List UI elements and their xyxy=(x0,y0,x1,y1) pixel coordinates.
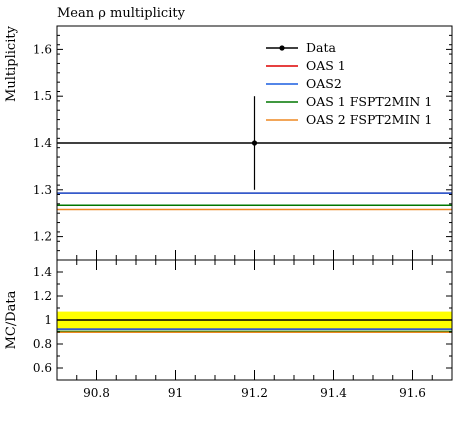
main-y-tick-label: 1.5 xyxy=(33,89,52,103)
x-tick-label: 91 xyxy=(168,386,183,400)
legend-label: Data xyxy=(306,40,336,55)
ratio-y-axis-label: MC/Data xyxy=(4,290,19,349)
main-y-tick-label: 1.2 xyxy=(33,230,52,244)
ratio-plot-panel: 0.6 0.8 1 1.2 1.4 90.8 91 91.2 91.4 91.6 xyxy=(33,259,453,400)
x-tick-label: 91.4 xyxy=(320,386,347,400)
ratio-y-tick-label: 1.2 xyxy=(33,289,52,303)
chart-title: Mean ρ multiplicity xyxy=(57,6,186,21)
legend-label: OAS 1 xyxy=(306,58,346,73)
main-y-axis-label: Multiplicity xyxy=(4,25,19,102)
main-y-tick-label: 1.6 xyxy=(33,42,52,56)
main-y-tick-label: 1.4 xyxy=(33,136,52,150)
legend-label: OAS2 xyxy=(306,76,342,91)
ratio-y-tick-label: 0.6 xyxy=(33,361,52,375)
ratio-y-tick-label: 1.4 xyxy=(33,265,52,279)
ratio-y-tick-label: 1 xyxy=(44,313,52,327)
main-plot-panel: 1.2 1.3 1.4 1.5 1.6 xyxy=(33,25,453,261)
data-point xyxy=(251,140,258,146)
ratio-y-tick-label: 0.8 xyxy=(33,337,52,351)
legend-marker xyxy=(279,45,285,51)
ratio-plot-frame xyxy=(56,259,453,381)
legend-label: OAS 1 FSPT2MIN 1 xyxy=(306,94,432,109)
main-y-tick-label: 1.3 xyxy=(33,183,52,197)
x-tick-label: 91.2 xyxy=(241,386,268,400)
legend-label: OAS 2 FSPT2MIN 1 xyxy=(306,112,432,127)
legend: Data OAS 1 OAS2 OAS 1 FSPT2MIN 1 OAS 2 FSPT2… xyxy=(266,40,432,127)
x-tick-label: 91.6 xyxy=(399,386,426,400)
x-tick-label: 90.8 xyxy=(83,386,110,400)
